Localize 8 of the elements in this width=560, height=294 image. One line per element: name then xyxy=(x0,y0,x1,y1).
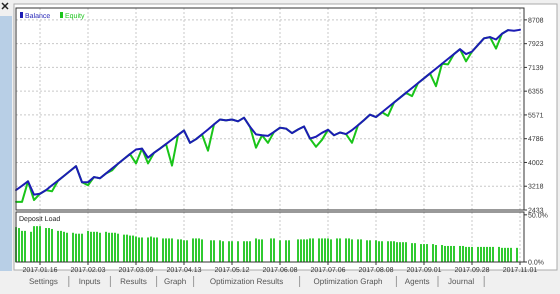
text: Journal xyxy=(448,277,474,286)
text: Inputs xyxy=(78,277,100,286)
text: Agents xyxy=(404,277,430,286)
text: Graph xyxy=(164,277,186,286)
text: Optimization Results xyxy=(210,277,284,286)
text: Results xyxy=(120,277,147,286)
text: Optimization Graph xyxy=(314,277,382,286)
text: Settings xyxy=(28,277,58,286)
